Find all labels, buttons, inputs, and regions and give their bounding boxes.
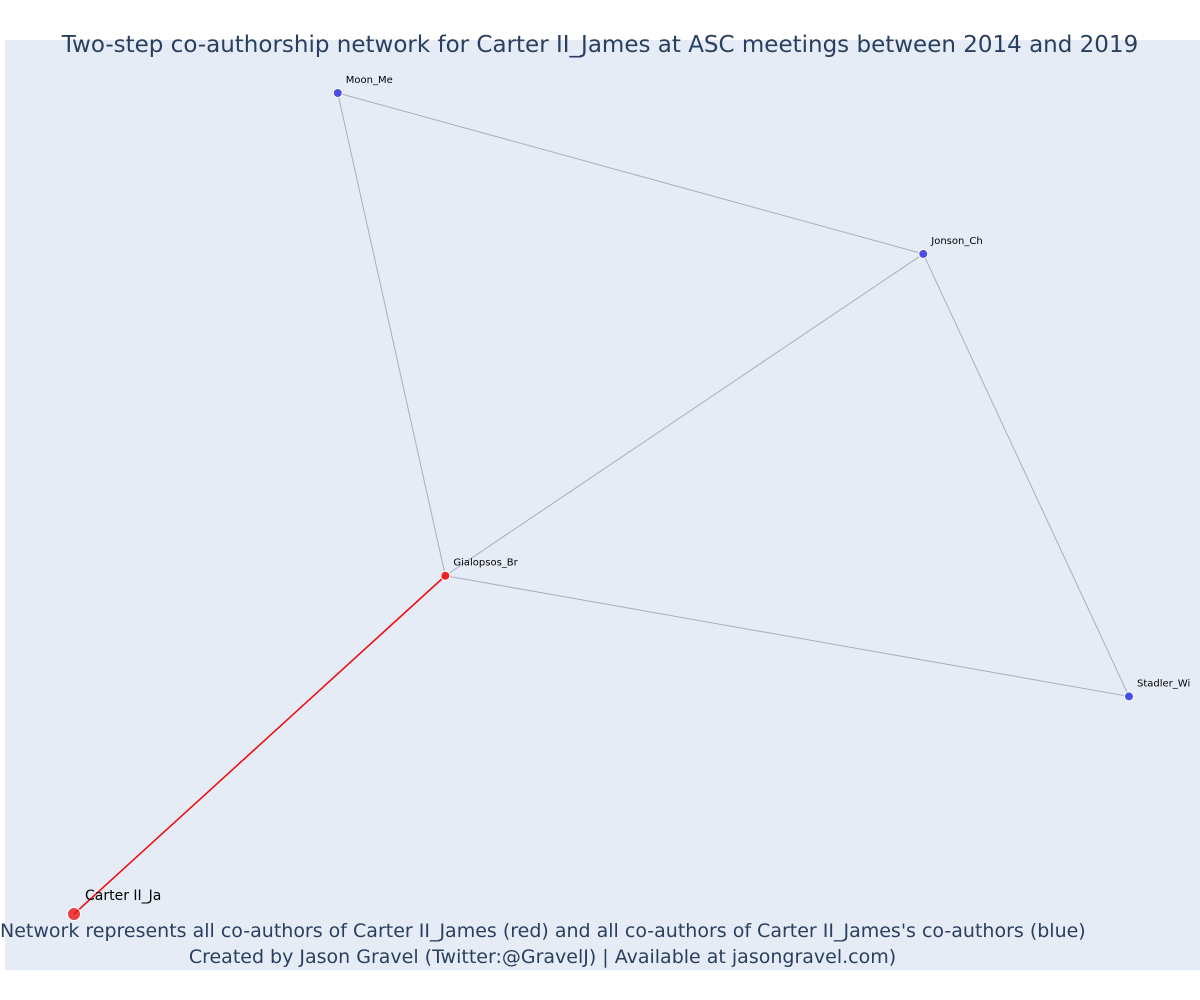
nodes-layer	[67, 88, 1134, 921]
edge-carter-gialopsos	[73, 575, 446, 915]
node-label-moon: Moon_Me	[346, 75, 393, 86]
node-label-jonson: Jonson_Ch	[930, 236, 982, 247]
edges-layer	[73, 92, 1130, 915]
node-jonson[interactable]	[918, 248, 929, 259]
caption-credit: Created by Jason Gravel (Twitter:@Gravel…	[188, 946, 897, 968]
plot-area	[5, 40, 1200, 970]
edge-gialopsos-moon	[337, 92, 446, 576]
edge-gialopsos-stadler	[445, 575, 1130, 697]
node-stadler[interactable]	[1124, 691, 1134, 702]
node-carter[interactable]	[67, 907, 81, 921]
node-moon[interactable]	[332, 88, 343, 98]
node-gialopsos[interactable]	[440, 570, 451, 581]
edge-moon-jonson	[337, 92, 924, 255]
caption-description: Network represents all co-authors of Car…	[0, 920, 1086, 942]
node-label-stadler: Stadler_Wi	[1137, 678, 1190, 689]
node-label-gialopsos: Gialopsos_Br	[453, 558, 518, 569]
chart-title: Two-step co-authorship network for Carte…	[61, 32, 1139, 58]
labels-layer: Carter II_Ja Gialopsos_Br Moon_Me Jonson_Ch…	[85, 75, 1190, 904]
edge-gialopsos-jonson	[445, 253, 924, 577]
edge-jonson-stadler	[922, 253, 1130, 697]
node-label-carter: Carter II_Ja	[85, 888, 161, 904]
